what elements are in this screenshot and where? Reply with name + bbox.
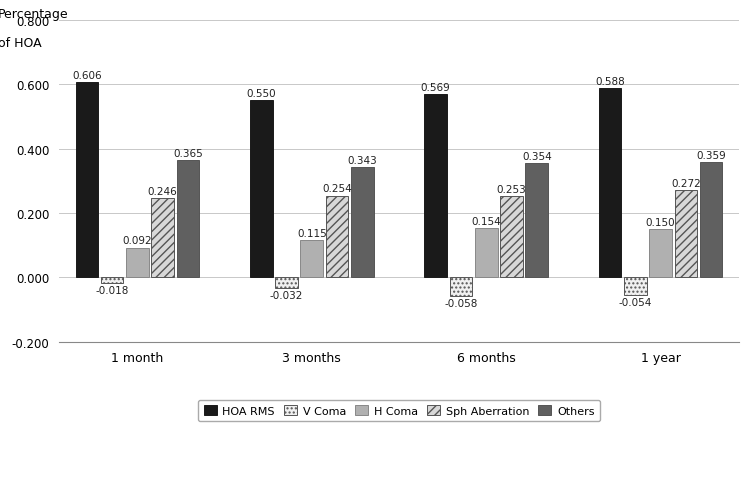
Text: 0.115: 0.115 <box>297 228 327 239</box>
Text: 0.359: 0.359 <box>696 150 726 160</box>
Bar <box>475 228 498 278</box>
Bar <box>649 229 672 278</box>
Text: 0.246: 0.246 <box>148 186 178 197</box>
Text: -0.054: -0.054 <box>618 297 652 307</box>
Bar <box>525 164 548 278</box>
Bar <box>275 278 298 288</box>
Bar <box>700 163 722 278</box>
Bar <box>126 248 148 278</box>
Text: 0.092: 0.092 <box>122 236 152 246</box>
Text: 0.254: 0.254 <box>322 184 352 194</box>
Bar <box>424 95 447 278</box>
Text: 0.272: 0.272 <box>671 178 700 188</box>
Bar <box>250 101 272 278</box>
Text: Percentage: Percentage <box>0 8 69 21</box>
Bar <box>599 89 621 278</box>
Text: 0.550: 0.550 <box>246 89 276 99</box>
Text: 0.588: 0.588 <box>595 76 625 87</box>
Bar <box>301 241 323 278</box>
Bar <box>151 199 174 278</box>
Text: -0.058: -0.058 <box>444 299 477 309</box>
Text: -0.032: -0.032 <box>270 290 303 300</box>
Bar <box>177 161 199 278</box>
Bar <box>450 278 472 296</box>
Bar <box>75 83 98 278</box>
Bar <box>351 167 374 278</box>
Text: 0.569: 0.569 <box>421 83 451 93</box>
Bar <box>101 278 124 284</box>
Bar <box>326 196 348 278</box>
Text: 0.354: 0.354 <box>522 152 551 162</box>
Bar <box>674 190 698 278</box>
Text: 0.606: 0.606 <box>72 71 101 81</box>
Bar <box>624 278 647 295</box>
Bar <box>500 197 523 278</box>
Text: -0.018: -0.018 <box>95 286 129 296</box>
Text: 0.365: 0.365 <box>173 148 203 158</box>
Text: 0.343: 0.343 <box>348 155 377 166</box>
Text: 0.150: 0.150 <box>646 217 675 227</box>
Text: 0.253: 0.253 <box>497 184 527 194</box>
Legend: HOA RMS, V Coma, H Coma, Sph Aberration, Others: HOA RMS, V Coma, H Coma, Sph Aberration,… <box>198 400 600 422</box>
Text: 0.154: 0.154 <box>471 216 501 226</box>
Text: of HOA: of HOA <box>0 37 41 50</box>
